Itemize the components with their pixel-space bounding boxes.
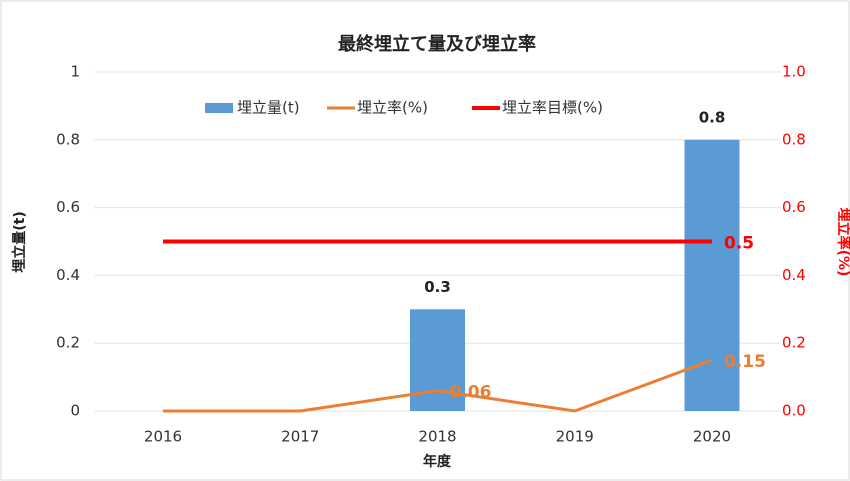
y2-tick-label: 0.6	[782, 198, 806, 216]
x-tick-label: 2019	[556, 428, 594, 446]
y2-axis-label: 埋立率(%)	[835, 208, 850, 277]
data-label: 0.8	[699, 108, 726, 126]
x-tick-label: 2018	[418, 428, 456, 446]
data-label: 0.5	[724, 234, 754, 254]
y-tick-label: 1	[70, 63, 80, 81]
y2-tick-label: 0.0	[782, 402, 806, 420]
chart-title: 最終埋立て量及び埋立率	[338, 33, 536, 55]
y-tick-label: 0.8	[56, 130, 80, 148]
legend-swatch	[205, 103, 233, 113]
y2-tick-label: 0.2	[782, 334, 806, 352]
y-tick-label: 0	[70, 402, 80, 420]
y-tick-label: 0.4	[56, 266, 80, 284]
y-tick-label: 0.2	[56, 334, 80, 352]
x-axis-label: 年度	[423, 453, 452, 470]
legend-label: 埋立量(t)	[237, 99, 300, 117]
y-axis-label: 埋立量(t)	[11, 211, 28, 273]
legend-label: 埋立率目標(%)	[502, 99, 603, 117]
data-label: 0.15	[724, 352, 766, 372]
data-label: 0.06	[450, 383, 492, 403]
x-tick-label: 2017	[281, 428, 319, 446]
y-tick-label: 0.6	[56, 198, 80, 216]
y2-tick-label: 1.0	[782, 63, 806, 81]
y2-tick-label: 0.4	[782, 266, 806, 284]
data-label: 0.3	[424, 278, 451, 296]
x-tick-label: 2020	[693, 428, 731, 446]
line	[163, 358, 713, 413]
legend-label: 埋立率(%)	[357, 99, 428, 117]
x-tick-label: 2016	[144, 428, 182, 446]
y2-tick-label: 0.8	[782, 130, 806, 148]
